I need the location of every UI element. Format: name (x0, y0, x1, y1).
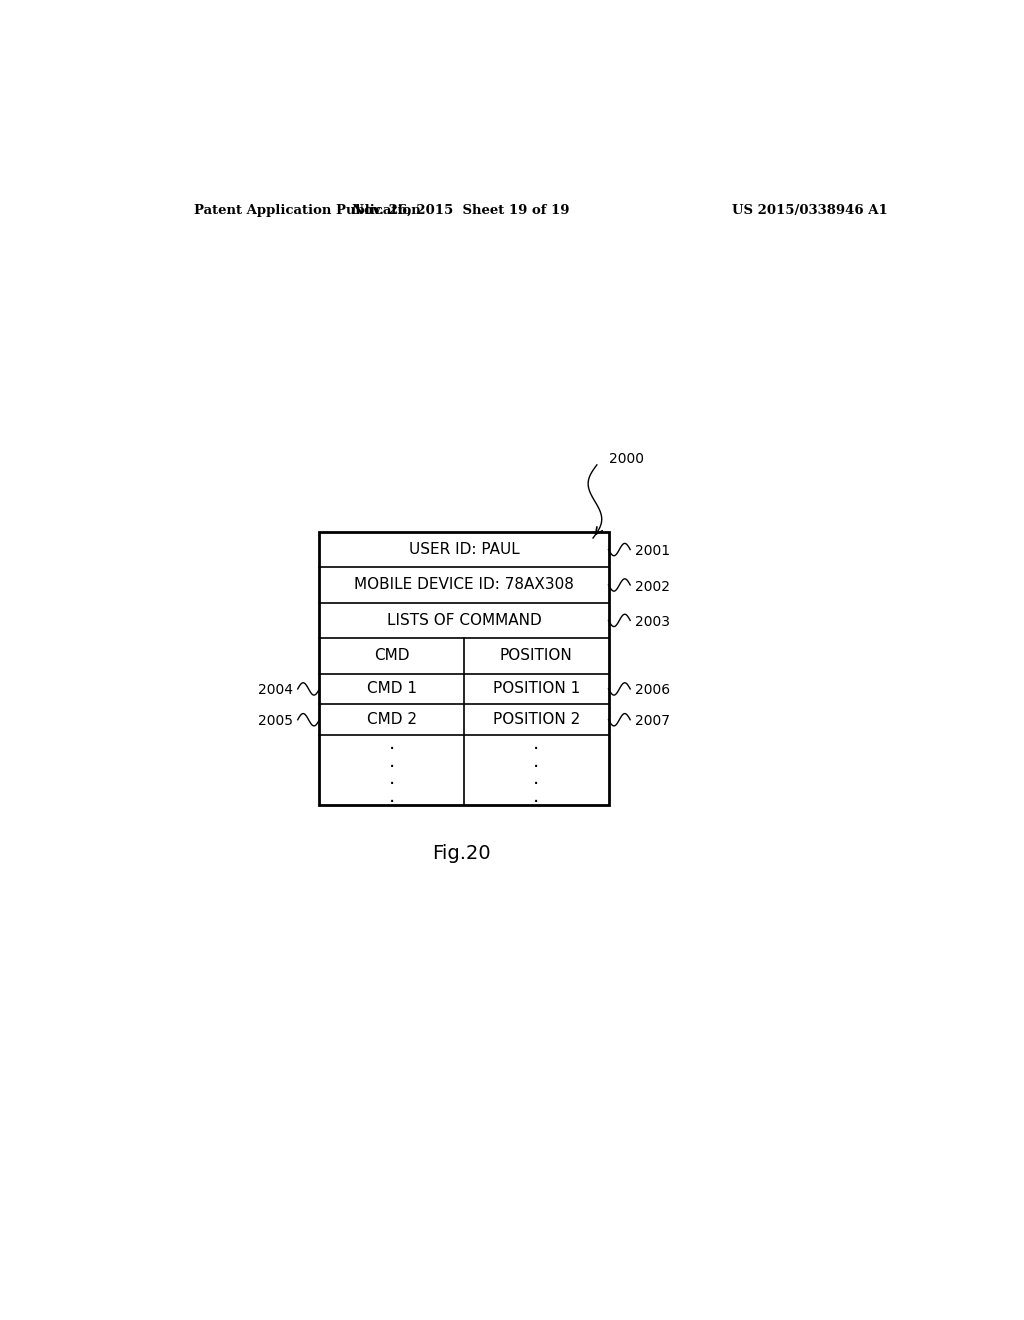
Text: 2004: 2004 (258, 684, 293, 697)
Text: 2007: 2007 (635, 714, 670, 729)
Text: .: . (534, 770, 540, 788)
Text: .: . (388, 734, 395, 754)
Text: MOBILE DEVICE ID: 78AX308: MOBILE DEVICE ID: 78AX308 (354, 577, 573, 593)
Text: .: . (388, 787, 395, 807)
Text: 2003: 2003 (635, 615, 670, 628)
Text: .: . (534, 752, 540, 771)
Text: LISTS OF COMMAND: LISTS OF COMMAND (387, 612, 542, 628)
Text: USER ID: PAUL: USER ID: PAUL (409, 543, 519, 557)
Text: POSITION 1: POSITION 1 (493, 681, 580, 697)
Text: .: . (534, 787, 540, 807)
Text: .: . (388, 770, 395, 788)
Text: 2005: 2005 (258, 714, 293, 729)
Text: CMD 1: CMD 1 (367, 681, 417, 697)
Text: CMD 2: CMD 2 (367, 713, 417, 727)
Text: US 2015/0338946 A1: US 2015/0338946 A1 (732, 205, 888, 218)
Text: POSITION 2: POSITION 2 (493, 713, 580, 727)
Text: Patent Application Publication: Patent Application Publication (194, 205, 421, 218)
Text: 2001: 2001 (635, 544, 670, 558)
Text: POSITION: POSITION (500, 648, 572, 664)
Text: 2006: 2006 (635, 684, 670, 697)
Text: CMD: CMD (374, 648, 410, 664)
Text: .: . (388, 752, 395, 771)
Text: Nov. 26, 2015  Sheet 19 of 19: Nov. 26, 2015 Sheet 19 of 19 (352, 205, 570, 218)
Text: Fig.20: Fig.20 (432, 843, 490, 863)
Text: 2000: 2000 (608, 451, 643, 466)
Text: 2002: 2002 (635, 579, 670, 594)
Text: .: . (534, 734, 540, 754)
Bar (319, 532, 608, 805)
